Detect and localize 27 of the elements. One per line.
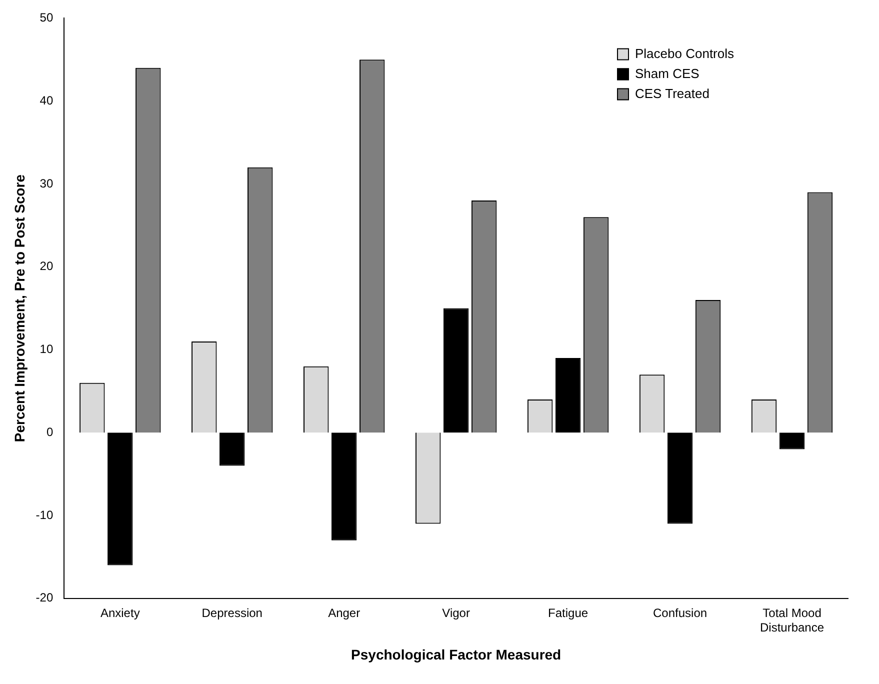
legend-label: CES Treated (635, 86, 710, 101)
x-tick-label: Vigor (442, 606, 470, 620)
x-axis-title: Psychological Factor Measured (351, 646, 562, 662)
y-tick-label: -20 (36, 590, 54, 605)
x-tick-label: Depression (202, 606, 262, 620)
bar (108, 432, 133, 566)
y-tick-label: 50 (40, 10, 54, 25)
bar (331, 432, 357, 540)
x-tick-label: Anger (328, 606, 360, 620)
y-axis-title: Percent Improvement, Pre to Post Score (11, 174, 28, 442)
bar (779, 432, 805, 450)
x-tick-label: Fatigue (548, 606, 588, 620)
y-tick-label: 10 (40, 342, 54, 356)
bar (555, 358, 581, 433)
y-tick-label: 40 (40, 93, 54, 108)
x-tick-label: Total Mood Disturbance (760, 606, 824, 634)
y-tick-label: 0 (46, 424, 54, 439)
x-tick-label: Anxiety (100, 606, 140, 620)
bar (443, 308, 469, 433)
y-tick-label: 30 (40, 176, 54, 190)
y-tick-label: 20 (40, 259, 54, 274)
legend-label: Placebo Controls (635, 46, 734, 61)
legend-label: Sham CES (635, 66, 700, 81)
bar (220, 432, 245, 466)
y-tick-label: -10 (36, 508, 54, 522)
x-tick-label: Confusion (653, 606, 708, 620)
bar (667, 432, 693, 524)
